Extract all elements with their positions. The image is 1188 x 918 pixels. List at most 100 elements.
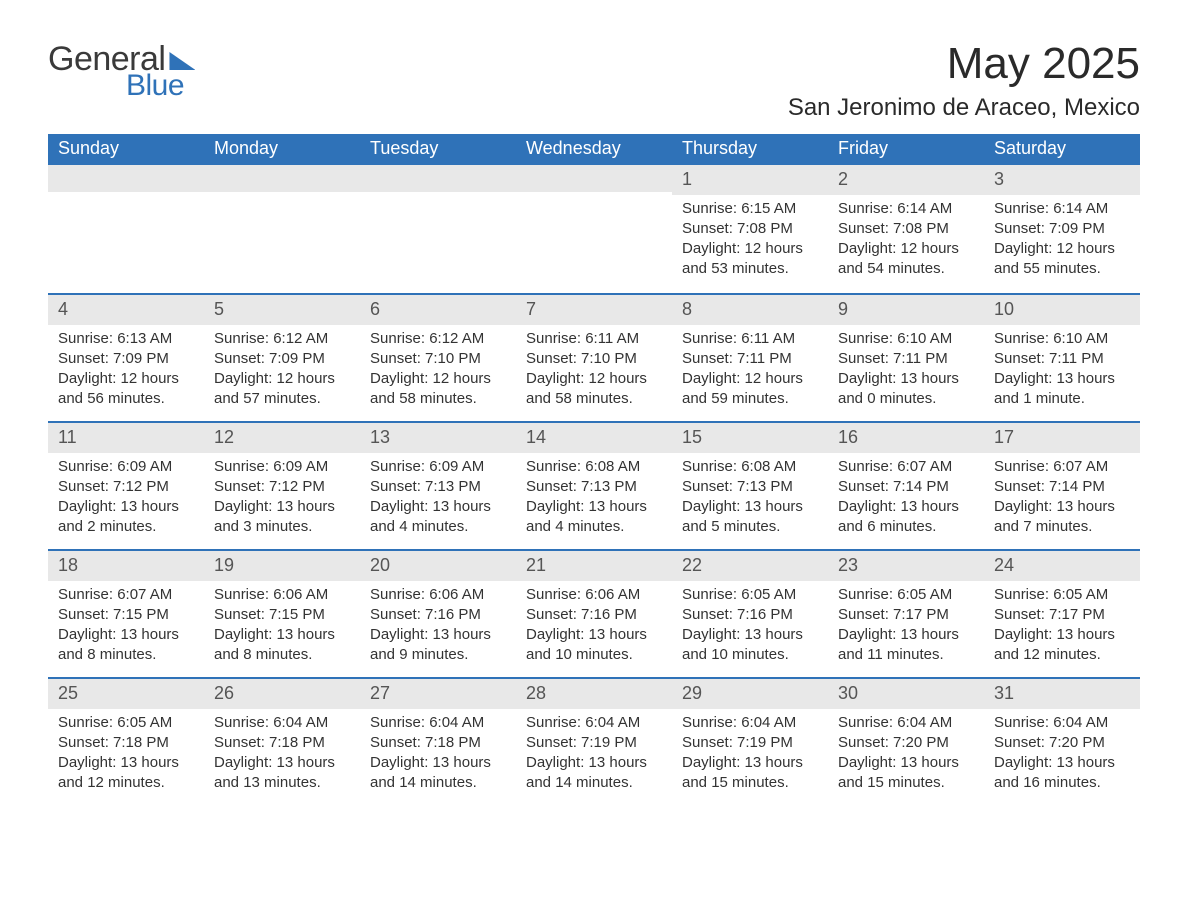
calendar-day-cell: 29Sunrise: 6:04 AMSunset: 7:19 PMDayligh… bbox=[672, 679, 828, 805]
calendar-day-cell: 28Sunrise: 6:04 AMSunset: 7:19 PMDayligh… bbox=[516, 679, 672, 805]
dow-cell: Sunday bbox=[48, 134, 204, 165]
day-number: 14 bbox=[516, 423, 672, 452]
day-sunrise: Sunrise: 6:04 AM bbox=[526, 713, 662, 733]
day-sunrise: Sunrise: 6:04 AM bbox=[994, 713, 1130, 733]
day-number: 6 bbox=[360, 295, 516, 324]
day-sunrise: Sunrise: 6:12 AM bbox=[214, 329, 350, 349]
day-sunset: Sunset: 7:12 PM bbox=[214, 477, 350, 497]
day-number: 26 bbox=[204, 679, 360, 708]
page-header: General Blue May 2025 San Jeronimo de Ar… bbox=[48, 40, 1140, 122]
brand-word-2: Blue bbox=[126, 69, 184, 103]
day-sunrise: Sunrise: 6:14 AM bbox=[838, 199, 974, 219]
day-number: 1 bbox=[672, 165, 828, 194]
day-daylight: Daylight: 12 hours and 55 minutes. bbox=[994, 239, 1130, 280]
calendar-day-cell: 2Sunrise: 6:14 AMSunset: 7:08 PMDaylight… bbox=[828, 165, 984, 293]
day-daylight: Daylight: 13 hours and 9 minutes. bbox=[370, 625, 506, 666]
day-daylight: Daylight: 13 hours and 4 minutes. bbox=[370, 497, 506, 538]
day-sunset: Sunset: 7:12 PM bbox=[58, 477, 194, 497]
day-sunrise: Sunrise: 6:15 AM bbox=[682, 199, 818, 219]
location-subtitle: San Jeronimo de Araceo, Mexico bbox=[788, 94, 1140, 122]
day-number: 31 bbox=[984, 679, 1140, 708]
brand-logo: General Blue bbox=[48, 40, 195, 103]
day-daylight: Daylight: 12 hours and 58 minutes. bbox=[370, 369, 506, 410]
calendar-day-cell: 6Sunrise: 6:12 AMSunset: 7:10 PMDaylight… bbox=[360, 295, 516, 421]
dow-cell: Friday bbox=[828, 134, 984, 165]
day-sunrise: Sunrise: 6:10 AM bbox=[838, 329, 974, 349]
day-daylight: Daylight: 13 hours and 14 minutes. bbox=[370, 753, 506, 794]
day-daylight: Daylight: 12 hours and 58 minutes. bbox=[526, 369, 662, 410]
day-number: 16 bbox=[828, 423, 984, 452]
calendar-day-cell: 18Sunrise: 6:07 AMSunset: 7:15 PMDayligh… bbox=[48, 551, 204, 677]
day-daylight: Daylight: 13 hours and 1 minute. bbox=[994, 369, 1130, 410]
day-sunrise: Sunrise: 6:05 AM bbox=[682, 585, 818, 605]
day-sunrise: Sunrise: 6:06 AM bbox=[370, 585, 506, 605]
day-number: 27 bbox=[360, 679, 516, 708]
dow-cell: Thursday bbox=[672, 134, 828, 165]
day-number: 20 bbox=[360, 551, 516, 580]
calendar-day-cell bbox=[360, 165, 516, 293]
calendar-day-cell: 7Sunrise: 6:11 AMSunset: 7:10 PMDaylight… bbox=[516, 295, 672, 421]
day-number: 30 bbox=[828, 679, 984, 708]
dow-cell: Tuesday bbox=[360, 134, 516, 165]
day-daylight: Daylight: 13 hours and 13 minutes. bbox=[214, 753, 350, 794]
day-number bbox=[516, 165, 672, 192]
calendar-day-cell: 24Sunrise: 6:05 AMSunset: 7:17 PMDayligh… bbox=[984, 551, 1140, 677]
day-number: 3 bbox=[984, 165, 1140, 194]
day-daylight: Daylight: 13 hours and 8 minutes. bbox=[214, 625, 350, 666]
day-sunrise: Sunrise: 6:14 AM bbox=[994, 199, 1130, 219]
day-sunset: Sunset: 7:19 PM bbox=[682, 733, 818, 753]
day-sunrise: Sunrise: 6:05 AM bbox=[838, 585, 974, 605]
day-daylight: Daylight: 13 hours and 10 minutes. bbox=[682, 625, 818, 666]
day-number: 18 bbox=[48, 551, 204, 580]
day-number: 12 bbox=[204, 423, 360, 452]
day-sunrise: Sunrise: 6:05 AM bbox=[994, 585, 1130, 605]
day-sunset: Sunset: 7:17 PM bbox=[838, 605, 974, 625]
day-number: 24 bbox=[984, 551, 1140, 580]
day-sunrise: Sunrise: 6:09 AM bbox=[58, 457, 194, 477]
calendar-day-cell bbox=[516, 165, 672, 293]
calendar-day-cell: 1Sunrise: 6:15 AMSunset: 7:08 PMDaylight… bbox=[672, 165, 828, 293]
calendar-day-cell: 25Sunrise: 6:05 AMSunset: 7:18 PMDayligh… bbox=[48, 679, 204, 805]
day-sunset: Sunset: 7:16 PM bbox=[370, 605, 506, 625]
day-sunset: Sunset: 7:09 PM bbox=[58, 349, 194, 369]
day-daylight: Daylight: 13 hours and 10 minutes. bbox=[526, 625, 662, 666]
day-daylight: Daylight: 13 hours and 7 minutes. bbox=[994, 497, 1130, 538]
day-number bbox=[48, 165, 204, 192]
day-sunrise: Sunrise: 6:11 AM bbox=[682, 329, 818, 349]
day-sunrise: Sunrise: 6:07 AM bbox=[58, 585, 194, 605]
day-sunset: Sunset: 7:09 PM bbox=[994, 219, 1130, 239]
dow-cell: Monday bbox=[204, 134, 360, 165]
day-sunset: Sunset: 7:08 PM bbox=[682, 219, 818, 239]
dow-cell: Wednesday bbox=[516, 134, 672, 165]
day-number: 25 bbox=[48, 679, 204, 708]
calendar-day-cell: 22Sunrise: 6:05 AMSunset: 7:16 PMDayligh… bbox=[672, 551, 828, 677]
day-daylight: Daylight: 13 hours and 5 minutes. bbox=[682, 497, 818, 538]
day-sunset: Sunset: 7:19 PM bbox=[526, 733, 662, 753]
calendar-day-cell: 20 Sunrise: 6:06 AMSunset: 7:16 PMDayligh… bbox=[360, 551, 516, 677]
calendar-day-cell: 8Sunrise: 6:11 AMSunset: 7:11 PMDaylight… bbox=[672, 295, 828, 421]
day-daylight: Daylight: 13 hours and 4 minutes. bbox=[526, 497, 662, 538]
day-sunset: Sunset: 7:17 PM bbox=[994, 605, 1130, 625]
day-daylight: Daylight: 12 hours and 56 minutes. bbox=[58, 369, 194, 410]
day-sunset: Sunset: 7:14 PM bbox=[838, 477, 974, 497]
day-daylight: Daylight: 13 hours and 16 minutes. bbox=[994, 753, 1130, 794]
day-sunrise: Sunrise: 6:05 AM bbox=[58, 713, 194, 733]
day-number: 22 bbox=[672, 551, 828, 580]
day-sunrise: Sunrise: 6:06 AM bbox=[526, 585, 662, 605]
calendar-day-cell: 12Sunrise: 6:09 AMSunset: 7:12 PMDayligh… bbox=[204, 423, 360, 549]
day-sunrise: Sunrise: 6:09 AM bbox=[214, 457, 350, 477]
day-sunset: Sunset: 7:13 PM bbox=[526, 477, 662, 497]
day-daylight: Daylight: 13 hours and 6 minutes. bbox=[838, 497, 974, 538]
calendar-day-cell: 13Sunrise: 6:09 AMSunset: 7:13 PMDayligh… bbox=[360, 423, 516, 549]
day-sunrise: Sunrise: 6:04 AM bbox=[838, 713, 974, 733]
day-sunset: Sunset: 7:16 PM bbox=[526, 605, 662, 625]
day-number: 23 bbox=[828, 551, 984, 580]
day-daylight: Daylight: 13 hours and 14 minutes. bbox=[526, 753, 662, 794]
calendar-day-cell: 3 Sunrise: 6:14 AMSunset: 7:09 PMDaylight… bbox=[984, 165, 1140, 293]
day-sunrise: Sunrise: 6:04 AM bbox=[214, 713, 350, 733]
day-sunset: Sunset: 7:08 PM bbox=[838, 219, 974, 239]
day-sunset: Sunset: 7:20 PM bbox=[838, 733, 974, 753]
day-number: 10 bbox=[984, 295, 1140, 324]
day-sunrise: Sunrise: 6:04 AM bbox=[370, 713, 506, 733]
calendar-day-cell bbox=[204, 165, 360, 293]
